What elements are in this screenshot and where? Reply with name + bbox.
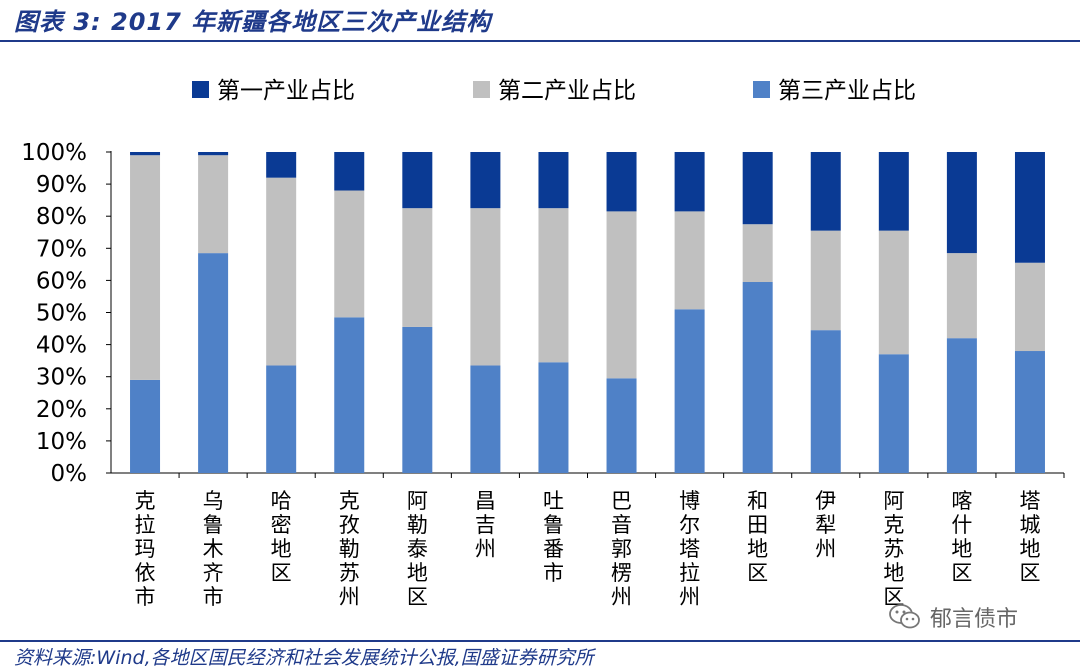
bar-first-2 <box>266 152 297 178</box>
y-tick-label: 20% <box>36 397 87 423</box>
footer-divider <box>0 640 1080 642</box>
bar-second-1 <box>198 155 229 254</box>
bar-second-0 <box>130 155 161 380</box>
y-tick-label: 50% <box>36 301 87 327</box>
bar-third-8 <box>674 309 705 473</box>
bar-second-4 <box>402 208 433 327</box>
y-tick-label: 10% <box>36 429 87 455</box>
bar-first-7 <box>606 152 637 212</box>
wechat-icon <box>889 604 920 629</box>
bar-first-5 <box>470 152 501 209</box>
x-tick-label: 哈密地区 <box>271 489 292 585</box>
y-tick-label: 100% <box>21 140 87 166</box>
x-tick-label: 乌鲁木齐市 <box>203 489 224 609</box>
y-tick-label: 70% <box>36 236 87 262</box>
stacked-bar-chart: 0% 10% 20% 30% 40% 50% 60% 70% 80% 90% 100% 克拉玛依市 乌鲁… <box>21 78 1065 609</box>
bar-second-11 <box>878 230 909 355</box>
bar-first-0 <box>130 152 161 156</box>
bar-third-1 <box>198 253 229 473</box>
legend-swatch-second <box>473 81 490 98</box>
bar-third-3 <box>334 317 365 473</box>
title-divider <box>0 40 1080 42</box>
bar-third-6 <box>538 362 569 473</box>
bar-third-2 <box>266 365 297 473</box>
y-tick-label: 40% <box>36 333 87 359</box>
watermark-text: 郁言债市 <box>930 607 1019 632</box>
watermark: 郁言债市 <box>888 600 1018 634</box>
y-tick-label: 60% <box>36 268 87 294</box>
bar-first-12 <box>946 152 977 254</box>
x-tick-label: 阿勒泰地区 <box>407 489 428 609</box>
bar-third-4 <box>402 326 433 473</box>
bar-second-10 <box>810 230 841 331</box>
bar-third-5 <box>470 365 501 473</box>
bar-second-6 <box>538 208 569 363</box>
x-tick-label: 和田地区 <box>747 489 768 585</box>
y-tick-label: 30% <box>36 365 87 391</box>
legend-label-second: 第二产业占比 <box>498 78 636 104</box>
bar-third-0 <box>130 379 161 473</box>
x-tick-label: 昌吉州 <box>475 489 496 561</box>
source-note: 资料来源:Wind,各地区国民经济和社会发展统计公报,国盛证券研究所 <box>14 647 594 669</box>
bar-third-12 <box>946 338 977 473</box>
bar-first-1 <box>198 152 229 156</box>
bar-second-5 <box>470 208 501 366</box>
y-tick-label: 0% <box>51 461 88 487</box>
bar-third-11 <box>878 354 909 473</box>
bar-third-7 <box>606 378 637 473</box>
x-tick-label: 博尔塔拉州 <box>679 489 700 609</box>
y-tick-label: 80% <box>36 204 87 230</box>
bar-third-9 <box>742 282 773 473</box>
x-tick-label: 克孜勒苏州 <box>339 489 360 609</box>
x-tick-label: 吐鲁番市 <box>543 489 564 585</box>
x-tick-label: 巴音郭楞州 <box>611 489 632 609</box>
x-tick-label: 克拉玛依市 <box>135 489 156 609</box>
bar-third-10 <box>810 330 841 473</box>
bar-second-9 <box>742 224 773 283</box>
bar-first-8 <box>674 152 705 212</box>
bar-second-12 <box>946 253 977 339</box>
bar-first-13 <box>1014 152 1045 263</box>
y-tick-label: 90% <box>36 172 87 198</box>
chart-title: 图表 3: 2017 年新疆各地区三次产业结构 <box>14 8 492 36</box>
bar-first-3 <box>334 152 365 191</box>
legend-swatch-first <box>192 81 209 98</box>
x-tick-label: 喀什地区 <box>951 489 972 585</box>
legend-label-first: 第一产业占比 <box>217 78 355 104</box>
bar-second-2 <box>266 177 297 366</box>
bar-third-13 <box>1014 351 1045 473</box>
bar-first-6 <box>538 152 569 209</box>
legend-swatch-third <box>753 81 770 98</box>
bar-first-4 <box>402 152 433 209</box>
bar-first-10 <box>810 152 841 231</box>
bar-second-8 <box>674 211 705 310</box>
bar-first-9 <box>742 152 773 225</box>
x-tick-label: 塔城地区 <box>1019 489 1040 585</box>
bar-first-11 <box>878 152 909 231</box>
bar-second-3 <box>334 190 365 318</box>
bar-second-13 <box>1014 262 1045 352</box>
bar-second-7 <box>606 211 637 379</box>
x-tick-label: 阿克苏地区 <box>883 489 904 609</box>
x-tick-label: 伊犁州 <box>815 489 836 561</box>
legend-label-third: 第三产业占比 <box>778 78 916 104</box>
